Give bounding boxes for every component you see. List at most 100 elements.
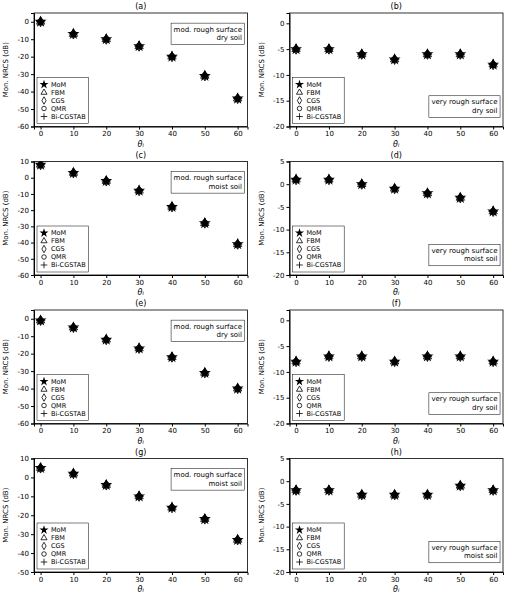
annotation: very rough surfacedry soil <box>429 96 500 118</box>
x-tick-mark <box>73 275 74 278</box>
x-tick-mark <box>395 275 396 278</box>
y-tick-mark <box>31 319 34 320</box>
x-tick: 0 <box>294 127 298 139</box>
y-tick: 0 <box>280 317 289 325</box>
y-tick-label: -10 <box>18 333 29 341</box>
legend-symbol <box>41 237 47 242</box>
point <box>356 178 368 189</box>
point <box>35 462 47 473</box>
subplot: 01020304050600-10-20-30-40-50-60(a)θᵢMon… <box>2 2 248 149</box>
legend: MoMFBMCGSQMRBi-CGSTAB <box>293 523 345 569</box>
y-tick-mark <box>31 57 34 58</box>
annotation-box <box>171 469 244 491</box>
y-tick-label: -5 <box>278 343 285 351</box>
x-tick-mark <box>205 572 206 575</box>
x-tick-label: 10 <box>325 130 334 138</box>
x-tick-label: 60 <box>489 279 498 287</box>
y-tick-mark <box>287 346 290 347</box>
y-tick-mark <box>287 527 290 528</box>
point <box>67 321 79 332</box>
axis-domain <box>35 127 249 130</box>
legend-symbol <box>296 237 302 242</box>
x-tick-mark <box>205 127 206 130</box>
x-tick: 50 <box>201 424 210 436</box>
point <box>100 175 112 186</box>
point <box>454 479 466 490</box>
x-tick-label: 0 <box>39 576 43 584</box>
legend-symbol <box>39 80 48 89</box>
points <box>290 350 499 367</box>
x-tick-label: 60 <box>234 130 243 138</box>
series <box>35 462 244 545</box>
point <box>323 484 335 495</box>
y-tick: -10 <box>273 72 289 80</box>
y-tick-mark <box>31 553 34 554</box>
legend-label: Bi-CGSTAB <box>307 558 342 566</box>
x-tick-label: 10 <box>69 576 78 584</box>
y-tick-mark <box>287 75 290 76</box>
series <box>293 351 496 366</box>
x-tick: 30 <box>391 275 400 287</box>
series <box>292 175 497 214</box>
legend-label: MoM <box>307 526 322 534</box>
x-tick: 30 <box>135 275 144 287</box>
x-tick-mark <box>139 127 140 130</box>
y-tick: -50 <box>18 403 34 411</box>
x-tick: 40 <box>168 424 177 436</box>
y-tick: 0 <box>25 18 34 26</box>
x-tick-label: 40 <box>423 279 432 287</box>
x-tick: 50 <box>201 572 210 584</box>
x-tick-label: 10 <box>69 130 78 138</box>
legend-box <box>293 226 345 272</box>
title: (a) <box>135 2 146 11</box>
x-tick-mark <box>205 275 206 278</box>
legend-label: QMR <box>51 550 67 558</box>
legend-label: FBM <box>307 237 321 245</box>
point <box>487 355 499 366</box>
legend-label: CGS <box>307 394 321 402</box>
x-axis: 0102030405060 <box>290 424 504 436</box>
y-tick: -20 <box>18 53 34 61</box>
point <box>454 48 466 59</box>
y-tick-label: -10 <box>273 369 284 377</box>
annotation-text: dry soil <box>216 331 242 339</box>
y-tick-label: -50 <box>18 256 29 264</box>
x-tick-mark <box>493 572 494 575</box>
x-tick-label: 50 <box>456 576 465 584</box>
y-tick-label: 0 <box>280 478 284 486</box>
y-tick: -15 <box>273 394 289 402</box>
x-tick: 60 <box>489 127 498 139</box>
legend-symbol <box>42 394 46 401</box>
y-tick: -20 <box>18 512 34 520</box>
point <box>166 351 178 362</box>
x-tick-mark <box>106 572 107 575</box>
x-tick: 0 <box>39 424 43 436</box>
axis-domain <box>287 14 291 128</box>
point <box>290 355 302 366</box>
legend-symbol <box>297 403 302 408</box>
x-tick-mark <box>460 127 461 130</box>
annotation-box <box>171 172 244 194</box>
y-tick-mark <box>287 320 290 321</box>
legend-symbol <box>295 525 304 534</box>
y-tick-mark <box>287 549 290 550</box>
point <box>232 534 244 545</box>
x-tick-mark <box>427 424 428 427</box>
x-axis-title: θᵢ <box>138 288 145 297</box>
x-tick-mark <box>238 572 239 575</box>
x-tick-label: 10 <box>69 427 78 435</box>
points <box>35 462 244 545</box>
legend: MoMFBMCGSQMRBi-CGSTAB <box>293 226 345 272</box>
y-tick-label: 0 <box>25 474 29 482</box>
annotation-text: very rough surface <box>431 544 497 552</box>
x-tick-label: 0 <box>39 279 43 287</box>
legend-label: FBM <box>51 89 65 97</box>
legend-symbol <box>297 542 301 549</box>
x-tick-mark <box>296 127 297 130</box>
y-tick: 10 <box>20 455 34 463</box>
x-tick: 50 <box>456 572 465 584</box>
x-tick: 20 <box>358 572 367 584</box>
point <box>290 484 302 495</box>
y-tick: -5 <box>278 343 290 351</box>
y-tick-label: -40 <box>18 239 29 247</box>
